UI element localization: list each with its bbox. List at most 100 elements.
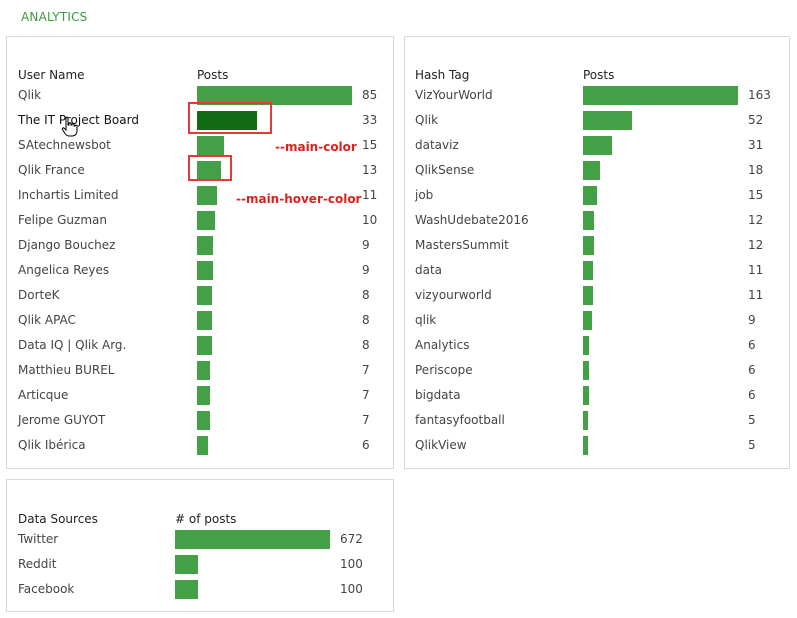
users-row[interactable]: Jerome GUYOT 7 <box>7 409 393 434</box>
users-panel: User Name Posts Qlik 85 The IT Project Boa… <box>6 36 394 469</box>
users-row-value: 7 <box>362 388 370 402</box>
hashtags-row-bar[interactable] <box>583 161 600 180</box>
sources-row[interactable]: Facebook 100 <box>7 578 393 603</box>
hashtags-row[interactable]: data 11 <box>405 259 789 284</box>
users-row[interactable]: SAtechnewsbot 15 <box>7 134 393 159</box>
hashtags-row[interactable]: WashUdebate2016 12 <box>405 209 789 234</box>
hashtags-column-header-value: Posts <box>583 68 615 82</box>
sources-row[interactable]: Reddit 100 <box>7 553 393 578</box>
users-row-bar[interactable] <box>197 136 224 155</box>
hashtags-row-bar[interactable] <box>583 336 589 355</box>
hashtags-row[interactable]: Analytics 6 <box>405 334 789 359</box>
hashtags-row[interactable]: Periscope 6 <box>405 359 789 384</box>
hashtags-row-bar[interactable] <box>583 236 594 255</box>
sources-row-label: Reddit <box>18 557 57 571</box>
users-row-bar[interactable] <box>197 211 215 230</box>
users-row-label: Inchartis Limited <box>18 188 119 202</box>
hashtags-row[interactable]: fantasyfootball 5 <box>405 409 789 434</box>
users-row-bar[interactable] <box>197 86 352 105</box>
users-row-value: 33 <box>362 113 378 127</box>
users-row-bar[interactable] <box>197 411 210 430</box>
hashtags-row-bar[interactable] <box>583 361 589 380</box>
users-row[interactable]: Data IQ | Qlik Arg. 8 <box>7 334 393 359</box>
users-row[interactable]: Qlik APAC 8 <box>7 309 393 334</box>
sources-column-header-value: # of posts <box>175 512 237 526</box>
main-bar-highlight <box>188 155 232 181</box>
users-row-bar[interactable] <box>197 361 210 380</box>
users-row-label: Matthieu BUREL <box>18 363 115 377</box>
hashtags-row-value: 163 <box>748 88 771 102</box>
hashtags-row-value: 6 <box>748 388 756 402</box>
hashtags-row-bar[interactable] <box>583 111 632 130</box>
hashtags-row-bar[interactable] <box>583 186 597 205</box>
users-row[interactable]: Inchartis Limited 11 <box>7 184 393 209</box>
sources-row-value: 100 <box>340 582 363 596</box>
hashtags-row-bar[interactable] <box>583 311 592 330</box>
hashtags-row[interactable]: QlikSense 18 <box>405 159 789 184</box>
hashtags-row[interactable]: dataviz 31 <box>405 134 789 159</box>
users-row-bar[interactable] <box>197 111 257 130</box>
hashtags-row[interactable]: VizYourWorld 163 <box>405 84 789 109</box>
hashtags-row-label: dataviz <box>415 138 459 152</box>
hashtags-row-bar[interactable] <box>583 436 588 455</box>
hashtags-row-label: qlik <box>415 313 437 327</box>
users-row[interactable]: DorteK 8 <box>7 284 393 309</box>
users-row-bar[interactable] <box>197 336 212 355</box>
users-row-bar[interactable] <box>197 386 210 405</box>
users-row[interactable]: The IT Project Board 33 <box>7 109 393 134</box>
users-row-value: 7 <box>362 363 370 377</box>
sources-row-bar[interactable] <box>175 580 198 599</box>
users-row-bar[interactable] <box>197 436 208 455</box>
hashtags-row-label: Qlik <box>415 113 439 127</box>
hashtags-row-bar[interactable] <box>583 136 612 155</box>
hashtags-row-value: 11 <box>748 263 764 277</box>
users-row-bar[interactable] <box>197 161 221 180</box>
users-row[interactable]: Angelica Reyes 9 <box>7 259 393 284</box>
sources-row-bar[interactable] <box>175 555 198 574</box>
hashtags-row-value: 18 <box>748 163 764 177</box>
users-row[interactable]: Felipe Guzman 10 <box>7 209 393 234</box>
users-row-label: The IT Project Board <box>18 113 139 127</box>
users-row[interactable]: Qlik Ibérica 6 <box>7 434 393 459</box>
hashtags-row-bar[interactable] <box>583 386 589 405</box>
users-column-header-value: Posts <box>197 68 229 82</box>
users-row-bar[interactable] <box>197 186 217 205</box>
users-row-value: 8 <box>362 338 370 352</box>
sources-row[interactable]: Twitter 672 <box>7 528 393 553</box>
users-row[interactable]: Django Bouchez 9 <box>7 234 393 259</box>
hashtags-row-bar[interactable] <box>583 261 593 280</box>
main-color-annotation: --main-color <box>275 140 357 154</box>
hashtags-row-bar[interactable] <box>583 86 738 105</box>
hashtags-row-bar[interactable] <box>583 211 594 230</box>
hashtags-row[interactable]: bigdata 6 <box>405 384 789 409</box>
users-row[interactable]: Articque 7 <box>7 384 393 409</box>
hashtags-row-bar[interactable] <box>583 411 588 430</box>
sources-row-label: Twitter <box>18 532 59 546</box>
hashtags-row-value: 6 <box>748 338 756 352</box>
hashtags-row-value: 15 <box>748 188 764 202</box>
users-row[interactable]: Qlik France 13 <box>7 159 393 184</box>
sources-row-bar[interactable] <box>175 530 330 549</box>
hashtags-row-label: Analytics <box>415 338 470 352</box>
hashtags-row[interactable]: vizyourworld 11 <box>405 284 789 309</box>
users-column-header-name: User Name <box>18 68 85 82</box>
users-row[interactable]: Qlik 85 <box>7 84 393 109</box>
users-row-bar[interactable] <box>197 286 212 305</box>
users-row[interactable]: Matthieu BUREL 7 <box>7 359 393 384</box>
users-row-bar[interactable] <box>197 311 212 330</box>
hashtags-row-label: fantasyfootball <box>415 413 505 427</box>
hashtags-row-bar[interactable] <box>583 286 593 305</box>
users-row-bar[interactable] <box>197 236 213 255</box>
hashtags-row[interactable]: QlikView 5 <box>405 434 789 459</box>
users-row-bar[interactable] <box>197 261 213 280</box>
hashtags-row[interactable]: MastersSummit 12 <box>405 234 789 259</box>
users-row-label: SAtechnewsbot <box>18 138 111 152</box>
users-row-label: Data IQ | Qlik Arg. <box>18 338 127 352</box>
users-row-value: 9 <box>362 238 370 252</box>
hashtags-row-value: 52 <box>748 113 764 127</box>
users-row-label: Qlik APAC <box>18 313 76 327</box>
hashtags-row[interactable]: Qlik 52 <box>405 109 789 134</box>
page-title: ANALYTICS <box>21 10 88 24</box>
hashtags-row[interactable]: qlik 9 <box>405 309 789 334</box>
hashtags-row[interactable]: job 15 <box>405 184 789 209</box>
